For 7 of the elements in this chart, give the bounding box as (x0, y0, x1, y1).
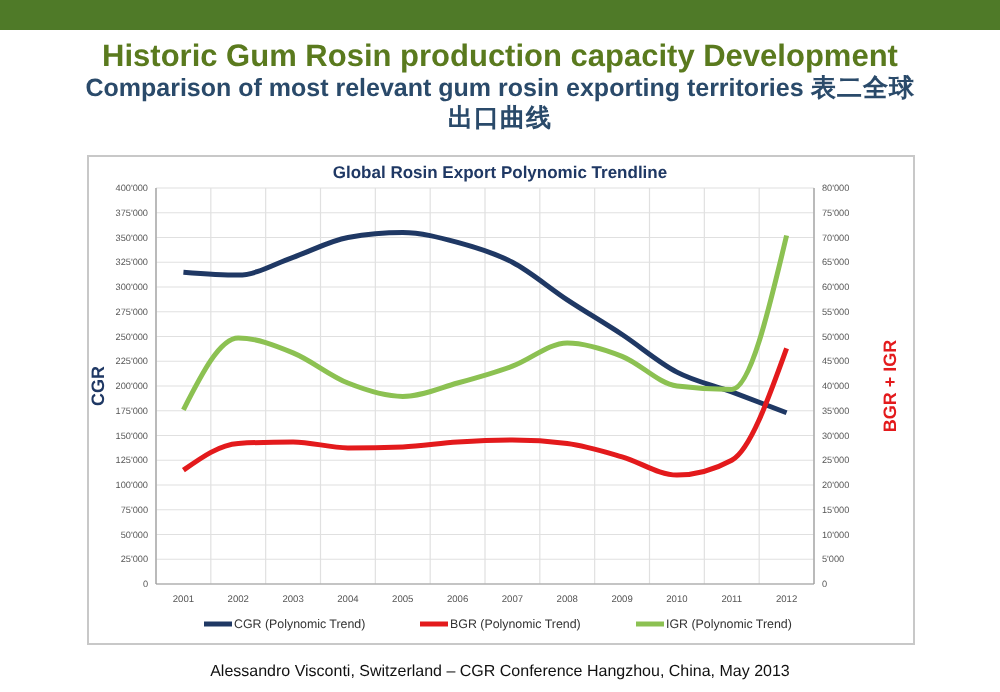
text: Alessandro Visconti, Switzerland – CGR Conference Hangzhou, China, May 2013 (210, 662, 791, 680)
line-series (180, 345, 790, 478)
text: Global Rosin Export Polynomic Trendline (332, 162, 668, 182)
chart-subtitle: Comparison of most relevant gum rosin exporting territories 表二全球出口曲线 (83, 74, 917, 134)
y2-axis-title: BGR + IGR (880, 338, 900, 433)
y-axis-title: CGR (88, 365, 108, 406)
chart-title: Historic Gum Rosin production capacity Development (102, 40, 898, 74)
